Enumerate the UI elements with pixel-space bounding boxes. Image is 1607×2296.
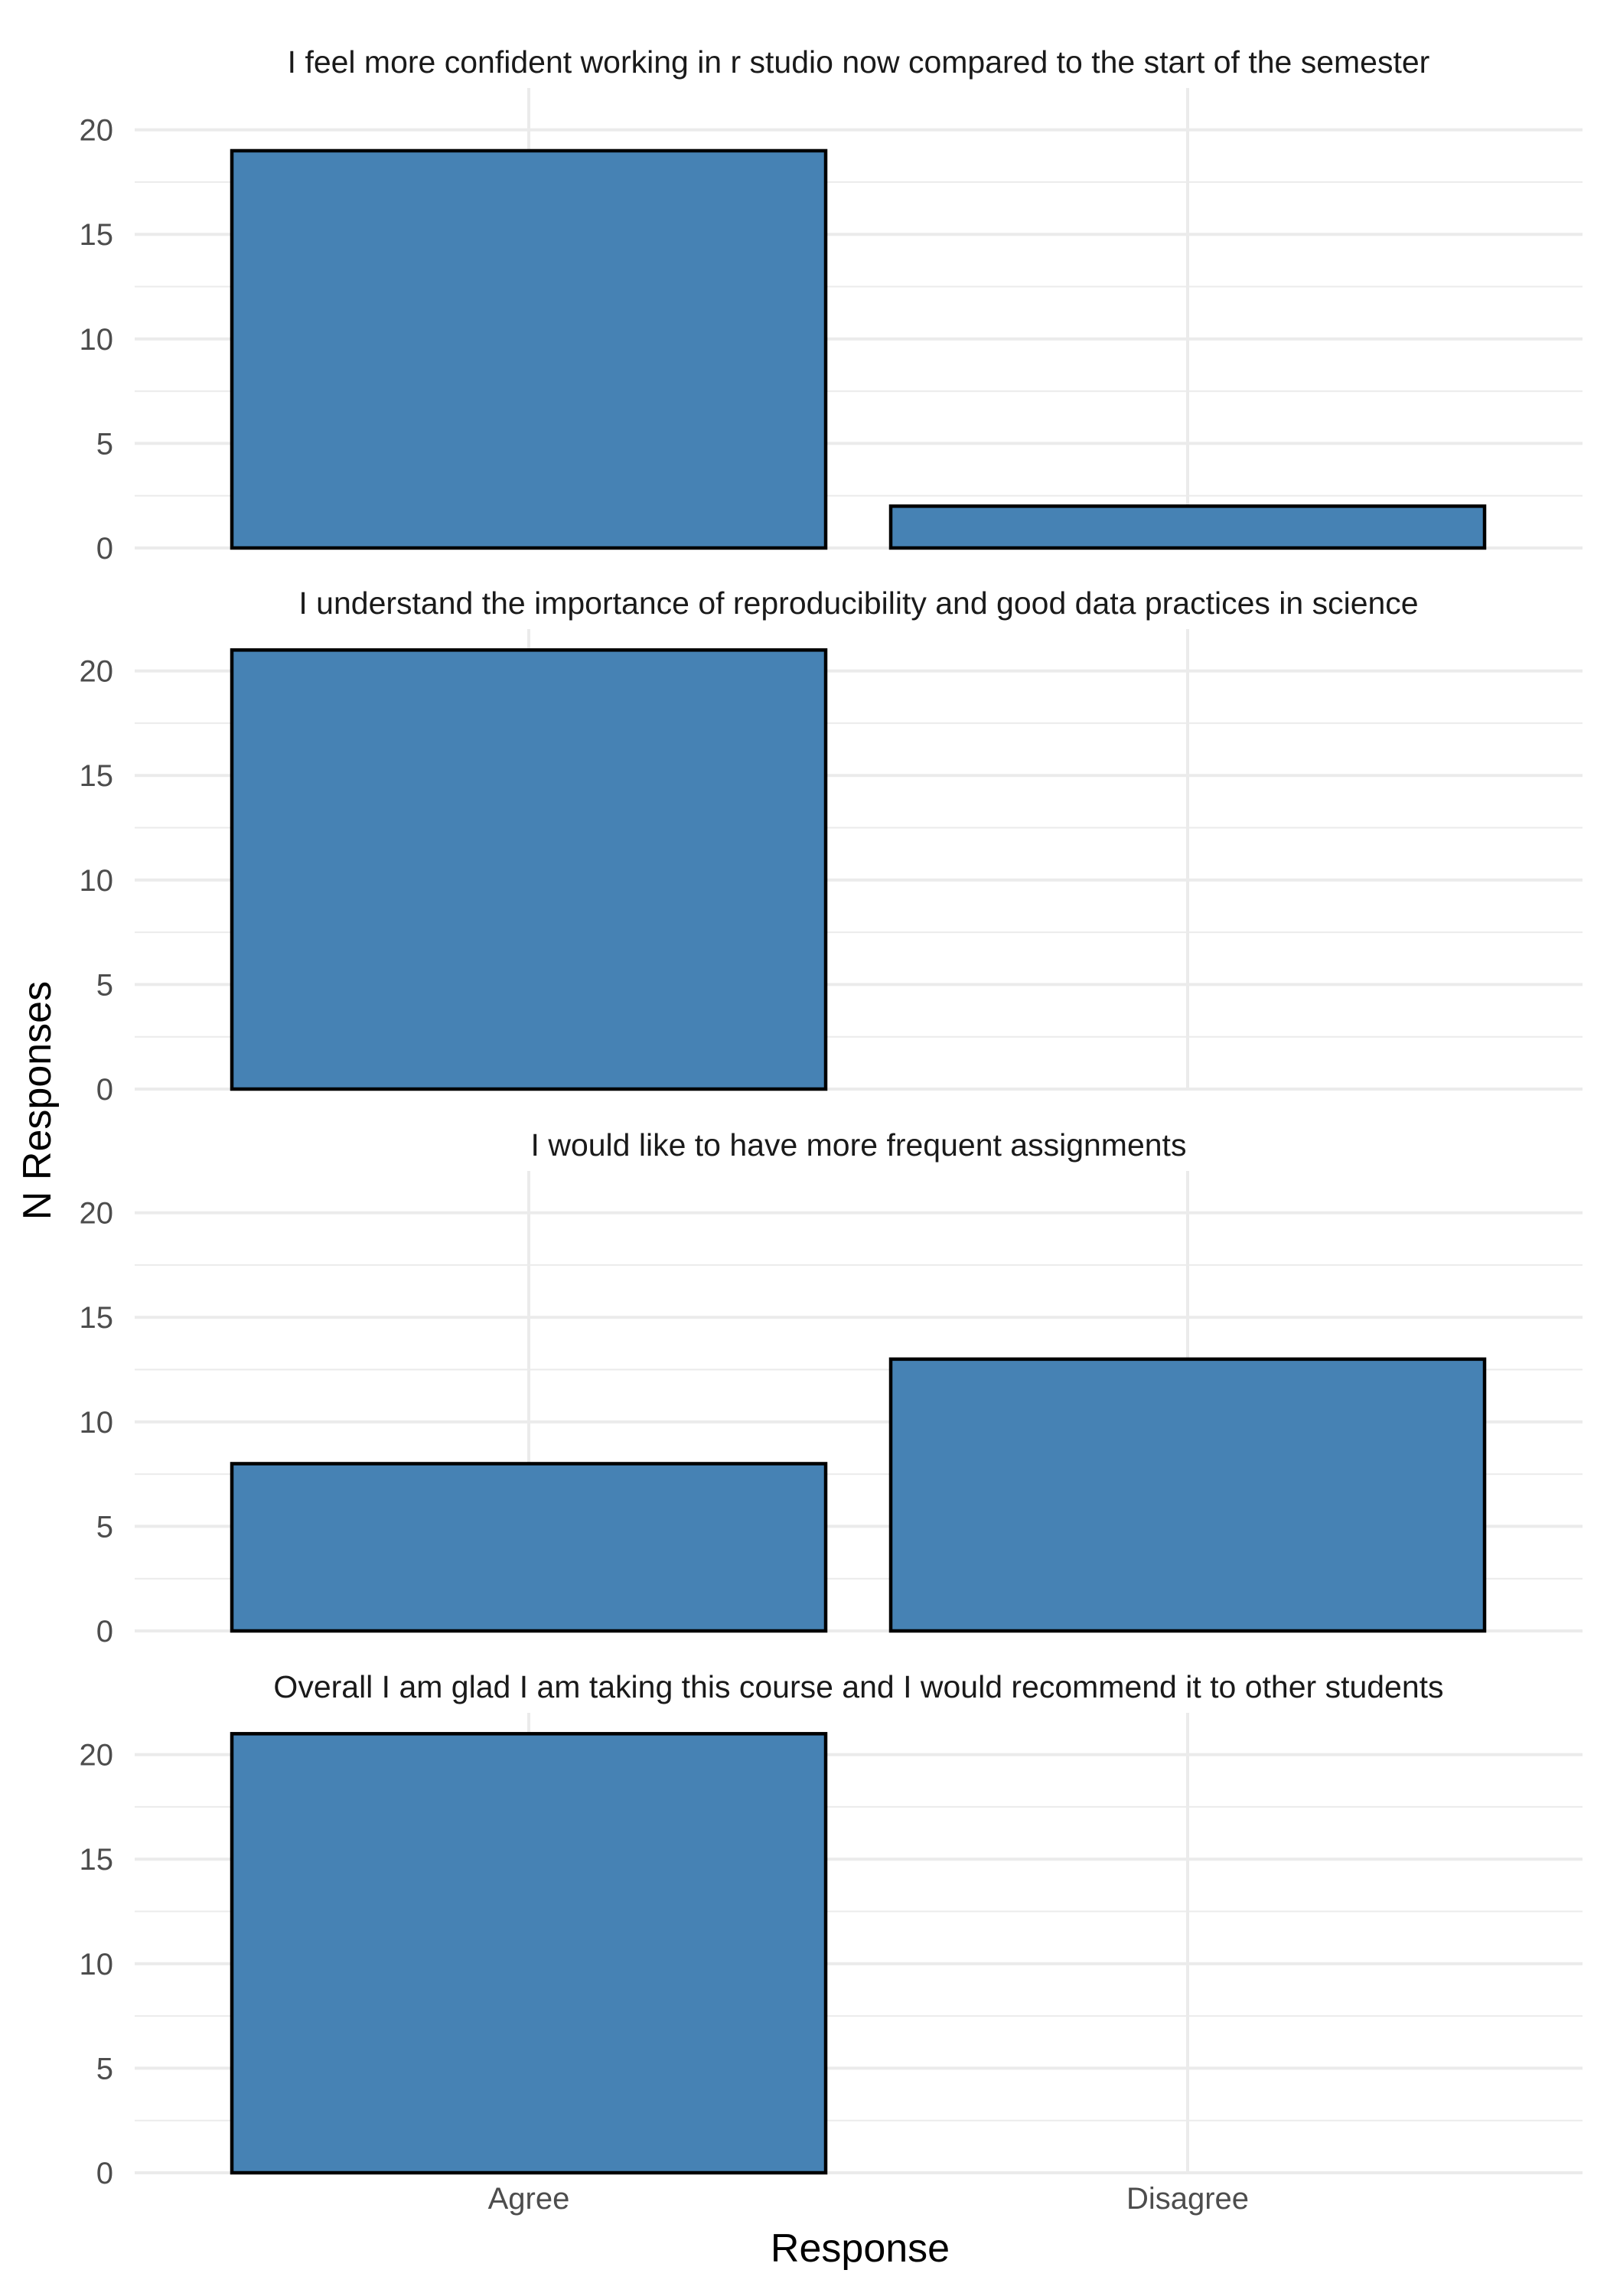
y-tick-label: 5 [96, 1510, 113, 1544]
x-axis: Agree Disagree [488, 2182, 1249, 2216]
y-tick-label: 10 [80, 1948, 114, 1981]
panel-title: I would like to have more frequent assig… [531, 1127, 1187, 1163]
chart-panels: I feel more confident working in r studi… [80, 44, 1583, 2190]
panel-1: I feel more confident working in r studi… [80, 44, 1583, 566]
y-tick-label: 15 [80, 1843, 114, 1877]
panel-3: I would like to have more frequent assig… [80, 1127, 1583, 1649]
bar-agree [230, 1462, 828, 1633]
y-tick-label: 20 [80, 1739, 114, 1773]
y-tick-label: 20 [80, 1197, 114, 1231]
y-tick-label: 20 [80, 114, 114, 148]
y-tick-label: 0 [96, 532, 113, 566]
y-axis-title: N Responses [15, 981, 60, 1220]
y-tick-label: 15 [80, 1301, 114, 1335]
panel-title: I understand the importance of reproduci… [298, 585, 1418, 621]
bar-agree [230, 1732, 828, 2175]
y-tick-label: 0 [96, 2157, 113, 2190]
bar-disagree [888, 1357, 1487, 1633]
y-tick-label: 0 [96, 1073, 113, 1107]
y-tick-label: 15 [80, 218, 114, 252]
y-tick-label: 10 [80, 864, 114, 898]
bar-disagree [888, 504, 1487, 550]
y-tick-label: 20 [80, 655, 114, 689]
y-tick-label: 5 [96, 968, 113, 1002]
panel-2: I understand the importance of reproduci… [80, 585, 1583, 1107]
x-tick-label: Agree [488, 2182, 570, 2216]
x-tick-label: Disagree [1126, 2182, 1249, 2216]
y-tick-label: 15 [80, 759, 114, 793]
y-tick-label: 5 [96, 2052, 113, 2086]
panel-4: Overall I am glad I am taking this cours… [80, 1669, 1583, 2190]
bar-agree [230, 648, 828, 1091]
y-tick-label: 5 [96, 427, 113, 461]
panel-title: Overall I am glad I am taking this cours… [273, 1669, 1443, 1704]
y-tick-label: 10 [80, 1406, 114, 1440]
bar-agree [230, 148, 828, 550]
y-tick-label: 10 [80, 323, 114, 357]
x-axis-title: Response [771, 2226, 950, 2271]
y-tick-label: 0 [96, 1615, 113, 1649]
panel-title: I feel more confident working in r studi… [288, 44, 1430, 80]
